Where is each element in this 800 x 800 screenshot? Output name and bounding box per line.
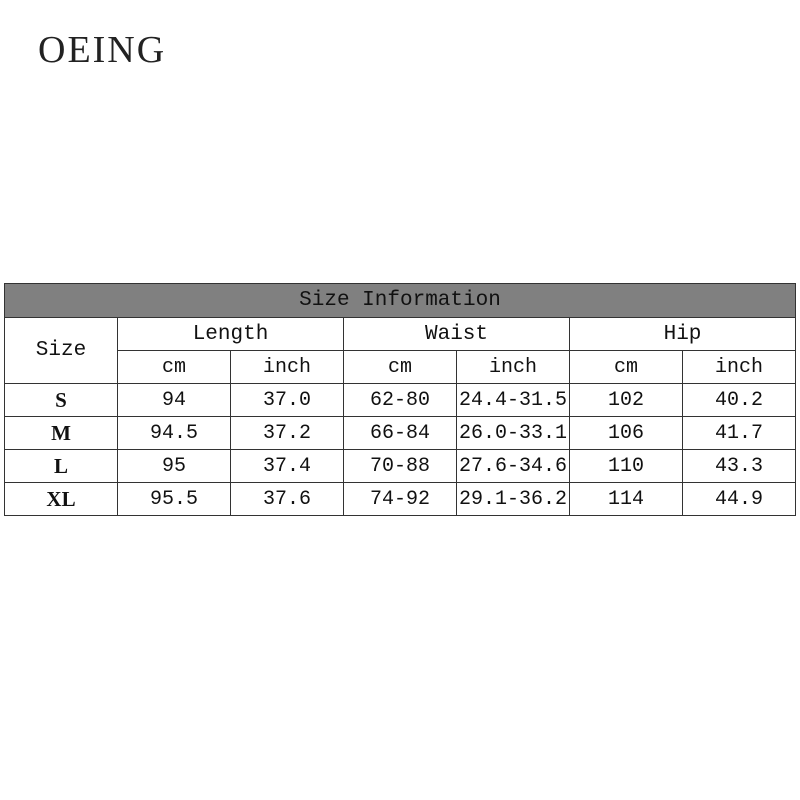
size-cell: S <box>4 383 118 417</box>
value-cell: 26.0-33.1 <box>456 416 570 450</box>
value-cell: 106 <box>569 416 683 450</box>
value-cell: 66-84 <box>343 416 457 450</box>
value-cell: 29.1-36.2 <box>456 482 570 516</box>
value-cell: 95.5 <box>117 482 231 516</box>
table-title: Size Information <box>4 283 796 318</box>
value-cell: 24.4-31.5 <box>456 383 570 417</box>
size-header: Size <box>4 317 118 384</box>
unit-header: cm <box>569 350 683 384</box>
unit-header: inch <box>230 350 344 384</box>
value-cell: 37.2 <box>230 416 344 450</box>
table-row: XL 95.5 37.6 74-92 29.1-36.2 114 44.9 <box>4 482 796 516</box>
value-cell: 94 <box>117 383 231 417</box>
unit-header-row: cm inch cm inch cm inch <box>5 350 796 384</box>
value-cell: 43.3 <box>682 449 796 483</box>
value-cell: 95 <box>117 449 231 483</box>
unit-header: inch <box>682 350 796 384</box>
value-cell: 37.4 <box>230 449 344 483</box>
value-cell: 94.5 <box>117 416 231 450</box>
table-row: M 94.5 37.2 66-84 26.0-33.1 106 41.7 <box>4 416 796 450</box>
table-row: L 95 37.4 70-88 27.6-34.6 110 43.3 <box>4 449 796 483</box>
value-cell: 74-92 <box>343 482 457 516</box>
size-chart-table: Size Information Size Length Waist Hip c… <box>4 283 796 516</box>
unit-header: inch <box>456 350 570 384</box>
value-cell: 102 <box>569 383 683 417</box>
value-cell: 44.9 <box>682 482 796 516</box>
value-cell: 70-88 <box>343 449 457 483</box>
size-cell: L <box>4 449 118 483</box>
size-cell: XL <box>4 482 118 516</box>
group-header-hip: Hip <box>569 317 796 351</box>
table-row: S 94 37.0 62-80 24.4-31.5 102 40.2 <box>4 383 796 417</box>
size-cell: M <box>4 416 118 450</box>
title-row: Size Information <box>4 283 796 318</box>
value-cell: 62-80 <box>343 383 457 417</box>
unit-header: cm <box>117 350 231 384</box>
value-cell: 37.6 <box>230 482 344 516</box>
value-cell: 40.2 <box>682 383 796 417</box>
value-cell: 114 <box>569 482 683 516</box>
unit-header: cm <box>343 350 457 384</box>
value-cell: 41.7 <box>682 416 796 450</box>
group-header-waist: Waist <box>343 317 570 351</box>
group-header-length: Length <box>117 317 344 351</box>
group-header-row: Size Length Waist Hip <box>4 317 796 384</box>
value-cell: 110 <box>569 449 683 483</box>
value-cell: 27.6-34.6 <box>456 449 570 483</box>
brand-logo: OEING <box>38 29 167 71</box>
value-cell: 37.0 <box>230 383 344 417</box>
